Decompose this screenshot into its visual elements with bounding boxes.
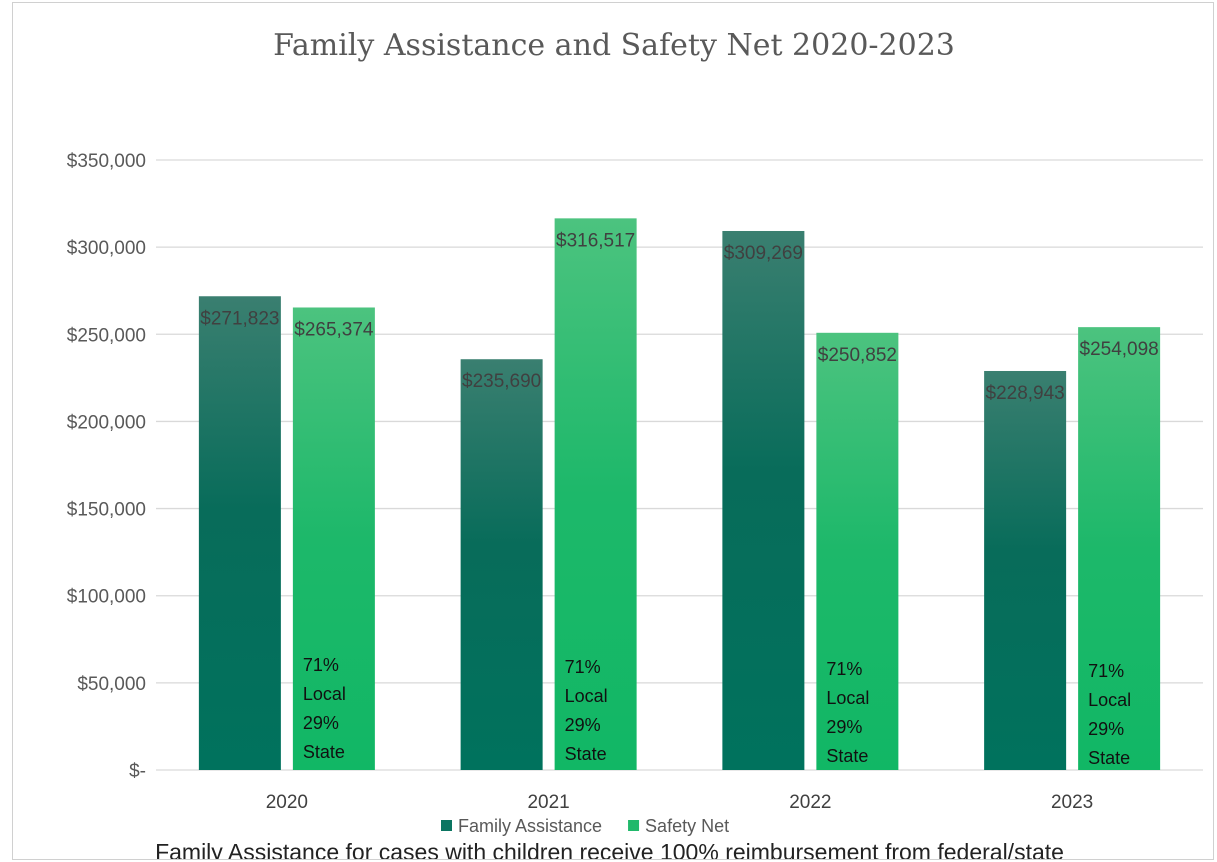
bar-chart: Family Assistance and Safety Net 2020-20…	[67, 28, 1203, 836]
legend-swatch	[441, 820, 452, 831]
bar-family-assistance-2022	[722, 230, 805, 771]
data-label: $271,823	[200, 308, 279, 329]
bar-annotation-line: 29%	[826, 717, 862, 737]
y-tick-label: $100,000	[67, 587, 146, 608]
bar-annotation-line: 29%	[565, 715, 601, 735]
bar-safety-net-2020	[292, 307, 375, 770]
legend-label: Safety Net	[645, 816, 729, 836]
bar-annotation-line: 29%	[303, 713, 339, 733]
bar-annotation-line: State	[1088, 748, 1130, 768]
bar-annotation-line: Local	[826, 688, 869, 708]
bar-annotation-line: Local	[1088, 690, 1131, 710]
bar-annotation-line: 71%	[565, 657, 601, 677]
chart-frame: Family Assistance and Safety Net 2020-20…	[12, 2, 1214, 860]
bar-annotation-line: 29%	[1088, 719, 1124, 739]
data-label: $309,269	[724, 243, 803, 264]
x-tick-label: 2023	[1051, 792, 1093, 813]
bar-annotation-line: State	[565, 744, 607, 764]
bar-annotation-line: 71%	[826, 659, 862, 679]
data-label: $265,374	[294, 319, 374, 340]
legend-label: Family Assistance	[458, 816, 602, 836]
y-tick-label: $150,000	[67, 500, 146, 521]
bar-annotation-line: State	[826, 746, 868, 766]
y-tick-label: $200,000	[67, 412, 146, 433]
y-tick-label: $-	[129, 761, 146, 782]
legend-swatch	[628, 820, 640, 831]
y-tick-label: $50,000	[77, 674, 146, 695]
bar-annotation-line: State	[303, 742, 345, 762]
data-label: $235,690	[462, 371, 541, 392]
bar-family-assistance-2021	[460, 359, 543, 770]
y-tick-label: $250,000	[67, 325, 146, 346]
chart-footnote: Family Assistance for cases with childre…	[155, 839, 1064, 860]
data-label: $250,852	[818, 345, 897, 366]
bar-family-assistance-2023	[984, 370, 1067, 770]
bar-annotation-line: 71%	[1088, 661, 1124, 681]
bar-annotation-line: Local	[303, 684, 346, 704]
data-label: $316,517	[556, 230, 635, 251]
y-tick-label: $300,000	[67, 238, 146, 259]
x-tick-label: 2021	[527, 792, 569, 813]
x-tick-label: 2022	[789, 792, 831, 813]
bar-safety-net-2023	[1078, 327, 1161, 770]
bar-family-assistance-2020	[198, 296, 281, 770]
data-label: $228,943	[986, 383, 1065, 404]
chart-title: Family Assistance and Safety Net 2020-20…	[273, 28, 955, 63]
bar-safety-net-2022	[816, 332, 899, 770]
bar-safety-net-2021	[554, 218, 637, 770]
bar-annotation-line: 71%	[303, 655, 339, 675]
data-label: $254,098	[1080, 339, 1159, 360]
bar-annotation-line: Local	[565, 686, 608, 706]
y-tick-label: $350,000	[67, 151, 146, 172]
x-tick-label: 2020	[266, 792, 308, 813]
